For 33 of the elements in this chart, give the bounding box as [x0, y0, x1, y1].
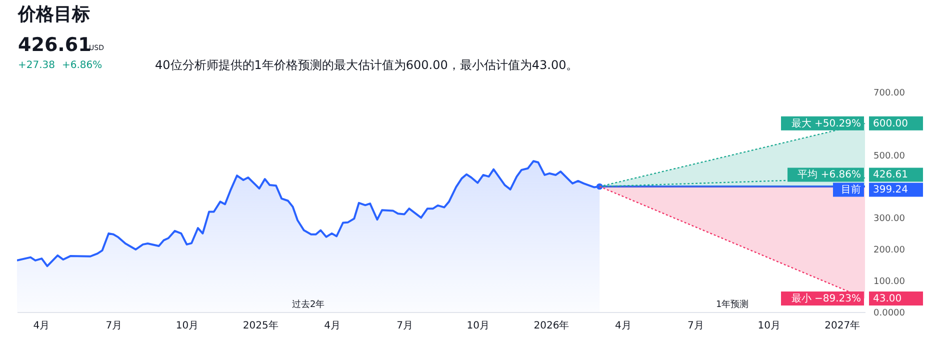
chart-title: 价格目标	[17, 4, 90, 25]
chart-subtitle: 40位分析师提供的1年价格预测的最大估计值为600.00，最小估计值为43.00。	[155, 58, 578, 72]
annotation: 过去2年	[292, 299, 325, 310]
series-label: 最大 +50.29%	[791, 117, 861, 130]
y-tick-label: 100.00	[874, 277, 906, 288]
data-label: 426.61	[873, 170, 908, 181]
x-tick-label: 10月	[466, 320, 490, 332]
x-tick-label: 4月	[615, 320, 632, 332]
y-tick-label: 200.00	[874, 246, 906, 256]
x-tick-label: 10月	[758, 320, 780, 332]
x-tick-label: 4月	[33, 320, 50, 332]
x-tick-label: 4月	[324, 320, 340, 332]
x-tick-label: 2025年	[242, 320, 278, 332]
x-tick-label: 7月	[688, 320, 704, 332]
x-tick-label: 7月	[396, 320, 414, 332]
x-tick-label: 10月	[176, 320, 199, 332]
x-tick-label: 2026年	[534, 320, 570, 332]
data-label: 43.00	[873, 293, 902, 304]
text: 426.61	[18, 34, 92, 56]
x-tick-label: 2027年	[824, 320, 860, 332]
annotation: 1年预测	[716, 299, 749, 310]
data-label: 600.00	[873, 118, 908, 130]
series-label: 平均 +6.86%	[798, 168, 861, 181]
y-tick-label: 300.00	[874, 214, 906, 224]
y-tick-label: 0.0000	[874, 308, 906, 318]
data-label: 399.24	[873, 184, 908, 196]
series-label: 目前	[841, 184, 861, 196]
y-tick-label: 500.00	[874, 151, 906, 162]
x-tick-label: 7月	[106, 320, 122, 332]
series-label: 最小 −89.23%	[791, 292, 861, 304]
text: +27.38	[18, 60, 56, 71]
y-tick-label: 700.00	[874, 88, 906, 98]
text: +6.86%	[62, 60, 102, 71]
